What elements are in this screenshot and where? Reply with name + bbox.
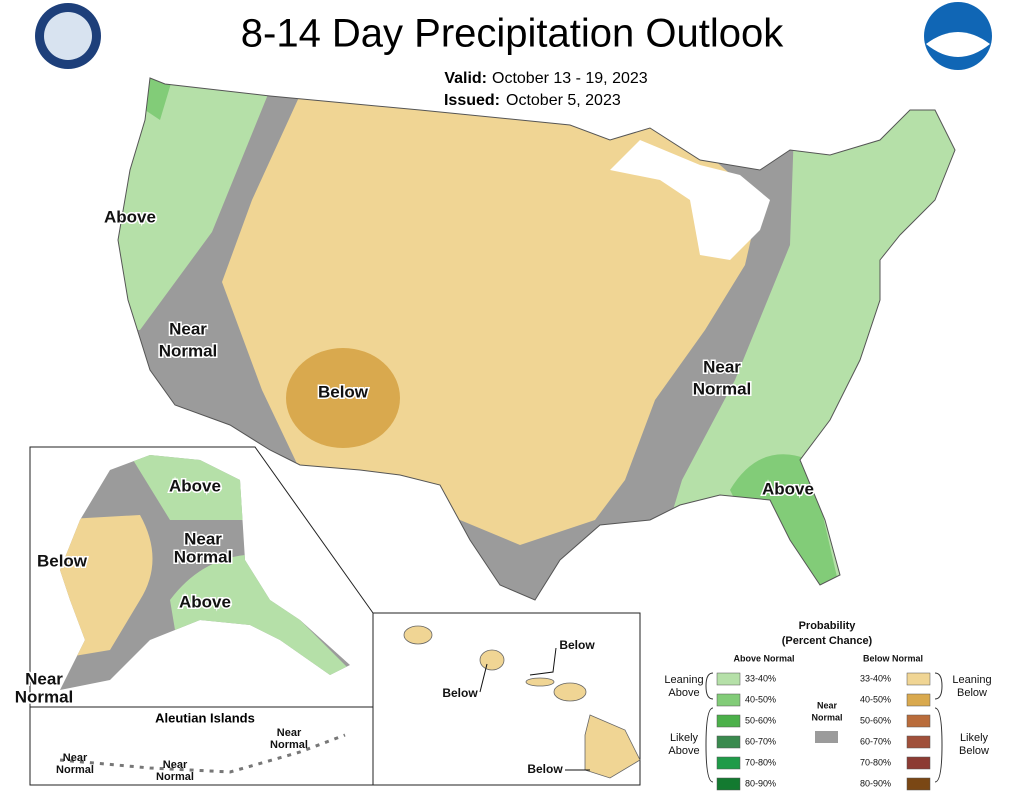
swatch: [716, 714, 741, 728]
region-label: Normal: [15, 687, 74, 706]
region-label: Normal: [270, 739, 308, 751]
region-label: Below: [37, 551, 88, 570]
valid-label: Valid:: [444, 70, 487, 87]
above-area: [118, 78, 282, 330]
region-label: Above: [104, 207, 156, 226]
seal-inner: [44, 12, 92, 60]
legend-title: (Percent Chance): [782, 635, 873, 647]
swatch: [906, 735, 931, 749]
hawaii: [403, 625, 641, 779]
range-label: 60-70%: [860, 736, 891, 746]
range-label: 50-60%: [860, 715, 891, 725]
range-label: 60-70%: [745, 736, 776, 746]
region-label: Below: [318, 382, 369, 401]
swatch: [906, 693, 931, 707]
bracket: [705, 672, 943, 783]
issued-date: October 5, 2023: [506, 92, 621, 109]
region-label: Near: [703, 357, 741, 376]
swatch: [906, 714, 931, 728]
region-label: Below: [559, 638, 595, 652]
island: [403, 625, 433, 645]
below-40: [286, 348, 400, 448]
region-label: Normal: [693, 379, 752, 398]
legend-group: Likely: [670, 732, 699, 744]
noaa-bird: [926, 32, 990, 57]
region-label: Below: [442, 686, 478, 700]
great-lakes: [610, 140, 770, 260]
legend-header: Above Normal: [733, 653, 794, 663]
region-label: Normal: [174, 547, 233, 566]
range-label: 80-90%: [860, 778, 891, 788]
range-label: 70-80%: [745, 757, 776, 767]
island: [553, 682, 587, 702]
island: [479, 649, 505, 671]
region-label: Normal: [56, 764, 94, 776]
legend-group: Leaning: [952, 674, 991, 686]
region-label: Near: [277, 727, 302, 739]
title: 8-14 Day Precipitation Outlook: [241, 12, 785, 56]
swatch: [906, 756, 931, 770]
swatch: [716, 756, 741, 770]
island: [584, 714, 641, 779]
legend-group: Below: [959, 745, 989, 757]
range-label: 33-40%: [860, 673, 891, 683]
region-label: Near: [169, 319, 207, 338]
region-label: Above: [762, 479, 814, 498]
swatch: [716, 693, 741, 707]
region-label: Near: [25, 669, 63, 688]
labels: AboveNearNormalBelowNearNormalAboveAbove…: [13, 206, 815, 783]
swatch: [716, 672, 741, 686]
legend-header: Below Normal: [863, 653, 923, 663]
legend-group: Below: [957, 687, 987, 699]
range-label: 33-40%: [745, 673, 776, 683]
legend-group: Likely: [960, 732, 989, 744]
region-label: Normal: [159, 341, 218, 360]
region-label: Above: [169, 476, 221, 495]
swatch: [815, 731, 838, 743]
conus-outline: [117, 77, 956, 601]
aleutian-islands: [59, 733, 346, 774]
pointer-lines: [479, 647, 590, 771]
above-40: [730, 454, 840, 590]
inset-title: Aleutian Islands: [155, 710, 255, 725]
region-label: Below: [527, 762, 563, 776]
swatch: [716, 735, 741, 749]
swatch: [906, 777, 931, 791]
region-label: Above: [179, 592, 231, 611]
legend-near: Near: [817, 700, 838, 710]
legend: Probability (Percent Chance) Above Normal B…: [664, 620, 992, 791]
swatch: [906, 672, 931, 686]
region-label: Near: [184, 529, 222, 548]
island: [525, 677, 555, 687]
range-label: 70-80%: [860, 757, 891, 767]
region-label: Near: [163, 759, 188, 771]
legend-group: Above: [668, 687, 699, 699]
range-label: 40-50%: [745, 694, 776, 704]
region-label: Near: [63, 752, 88, 764]
legend-group: Leaning: [664, 674, 703, 686]
range-label: 40-50%: [860, 694, 891, 704]
legend-near: Normal: [811, 712, 842, 722]
swatch: [716, 777, 741, 791]
valid-dates: October 13 - 19, 2023: [492, 70, 648, 87]
legend-title: Probability: [799, 620, 857, 632]
legend-group: Above: [668, 745, 699, 757]
issued-label: Issued:: [444, 92, 500, 109]
region-label: Normal: [156, 771, 194, 783]
range-label: 50-60%: [745, 715, 776, 725]
range-label: 80-90%: [745, 778, 776, 788]
